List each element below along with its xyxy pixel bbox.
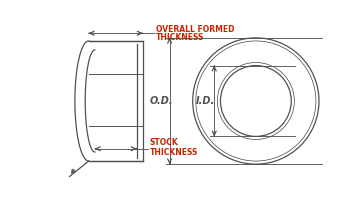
Text: STOCK: STOCK <box>150 138 178 147</box>
Text: THICKNESS: THICKNESS <box>156 33 204 42</box>
Text: I.D.: I.D. <box>196 96 215 106</box>
Text: O.D.: O.D. <box>150 96 174 106</box>
Text: THICKNESS: THICKNESS <box>150 148 198 157</box>
Text: OVERALL FORMED: OVERALL FORMED <box>156 25 234 34</box>
